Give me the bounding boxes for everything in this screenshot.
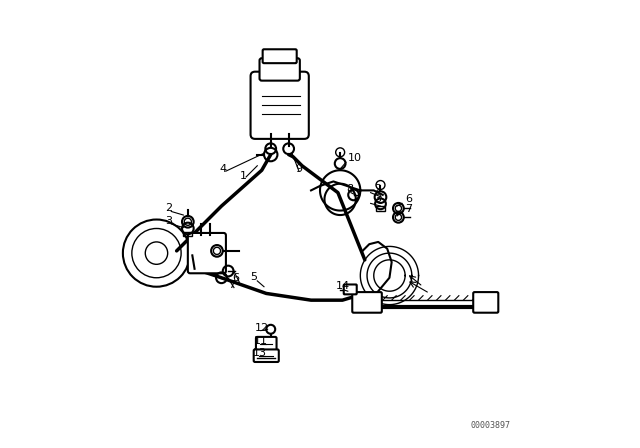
Text: 3: 3	[374, 194, 381, 204]
Text: 14: 14	[336, 281, 350, 291]
Text: 3: 3	[165, 216, 172, 226]
Bar	[267, 339, 275, 342]
Text: 10: 10	[348, 153, 362, 163]
Text: 5: 5	[251, 272, 257, 282]
Text: 2: 2	[165, 202, 173, 212]
FancyBboxPatch shape	[344, 284, 356, 294]
Text: 4: 4	[220, 164, 227, 174]
Text: 1: 1	[239, 171, 246, 181]
FancyBboxPatch shape	[188, 233, 226, 273]
Text: 7: 7	[228, 280, 236, 289]
FancyBboxPatch shape	[473, 292, 499, 313]
Text: 2: 2	[374, 184, 381, 194]
FancyBboxPatch shape	[253, 349, 279, 362]
FancyBboxPatch shape	[251, 72, 309, 139]
Text: 11: 11	[254, 336, 268, 345]
Text: 13: 13	[253, 348, 267, 358]
Text: 9: 9	[296, 164, 303, 174]
FancyBboxPatch shape	[256, 337, 276, 351]
Text: 7: 7	[405, 204, 412, 214]
Text: 12: 12	[255, 323, 269, 332]
Text: 00003897: 00003897	[470, 421, 510, 430]
FancyBboxPatch shape	[352, 292, 382, 313]
FancyBboxPatch shape	[260, 58, 300, 81]
Bar	[184, 232, 193, 236]
Text: 6: 6	[405, 194, 412, 204]
Bar	[376, 206, 385, 211]
Text: 6: 6	[233, 273, 239, 283]
Text: 8: 8	[346, 184, 353, 194]
FancyBboxPatch shape	[262, 49, 297, 63]
